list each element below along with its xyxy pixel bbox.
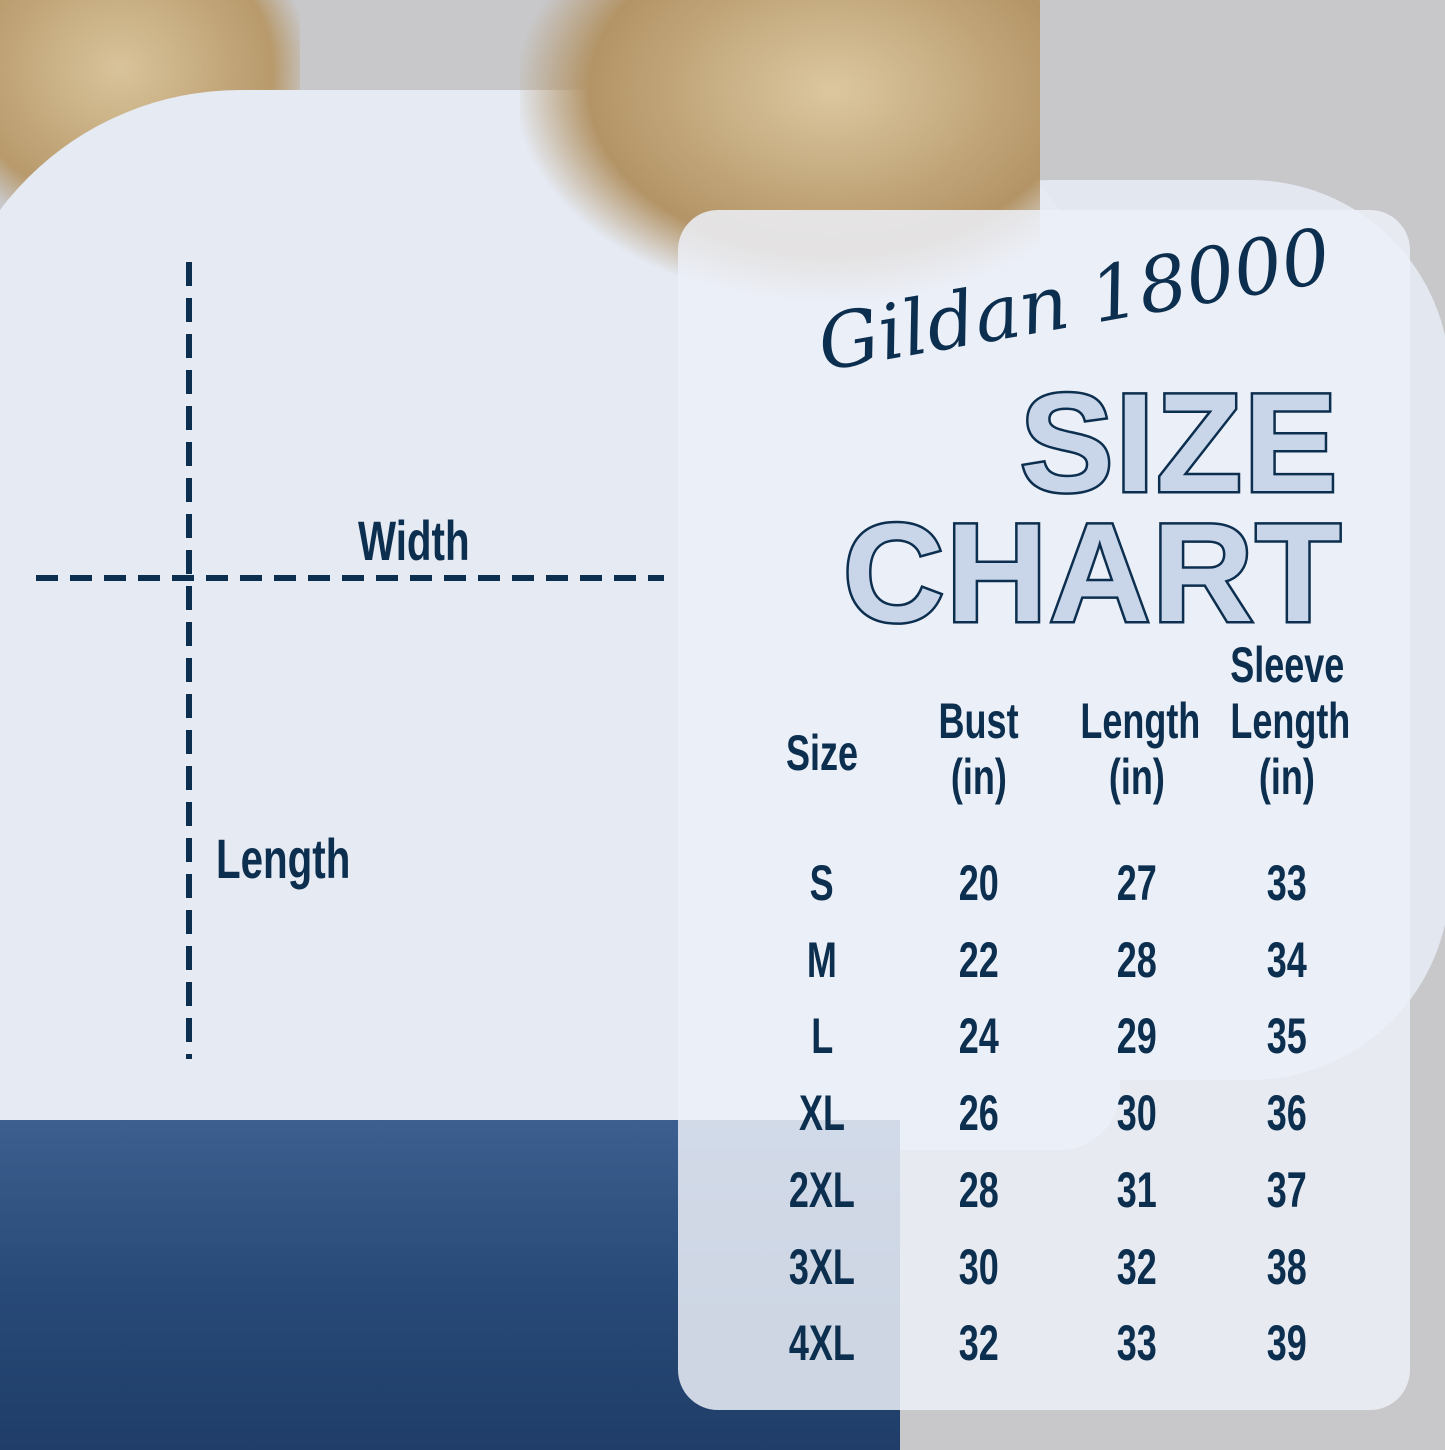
- cell-value: 39: [1266, 1315, 1308, 1372]
- length-dashed-line: [186, 262, 192, 1059]
- table-cell: 2XL: [742, 1165, 902, 1215]
- cell-value: 24: [958, 1008, 1000, 1065]
- table-cell: 20: [899, 858, 1059, 908]
- column-header: Bust: [899, 696, 1059, 746]
- header-text: (in): [1109, 749, 1165, 805]
- cell-value: 37: [1266, 1161, 1308, 1218]
- cell-value: 3XL: [788, 1238, 856, 1295]
- width-label: Width: [358, 509, 470, 572]
- cell-value: 26: [958, 1085, 1000, 1142]
- column-header: (in): [899, 752, 1059, 802]
- cell-value: 33: [1116, 1315, 1158, 1372]
- header-text: (in): [1259, 749, 1315, 805]
- cell-value: 22: [958, 931, 1000, 988]
- table-cell: 33: [1057, 1318, 1217, 1368]
- header-text: Length: [1080, 693, 1201, 749]
- table-cell: 30: [899, 1242, 1059, 1292]
- table-cell: 24: [899, 1011, 1059, 1061]
- column-header: Length: [1057, 696, 1217, 746]
- cell-value: 31: [1116, 1161, 1158, 1218]
- header-text: Size: [785, 725, 859, 781]
- cell-value: 34: [1266, 931, 1308, 988]
- table-cell: 28: [899, 1165, 1059, 1215]
- table-cell: 27: [1057, 858, 1217, 908]
- table-cell: 38: [1207, 1242, 1367, 1292]
- table-cell: 36: [1207, 1088, 1367, 1138]
- table-cell: 31: [1057, 1165, 1217, 1215]
- table-cell: 4XL: [742, 1318, 902, 1368]
- table-cell: 22: [899, 935, 1059, 985]
- width-dashed-line: [36, 575, 664, 581]
- cell-value: 30: [1116, 1085, 1158, 1142]
- table-cell: 28: [1057, 935, 1217, 985]
- header-text: (in): [951, 749, 1007, 805]
- cell-value: 2XL: [788, 1161, 856, 1218]
- table-cell: 26: [899, 1088, 1059, 1138]
- table-cell: 37: [1207, 1165, 1367, 1215]
- column-header: (in): [1207, 752, 1367, 802]
- title-size: SIZE: [1017, 362, 1340, 524]
- cell-value: 38: [1266, 1238, 1308, 1295]
- cell-value: 32: [1116, 1238, 1158, 1295]
- table-cell: M: [742, 935, 902, 985]
- cell-value: 28: [1116, 931, 1158, 988]
- table-cell: XL: [742, 1088, 902, 1138]
- cell-value: 27: [1116, 855, 1158, 911]
- column-header: Length: [1207, 696, 1367, 746]
- header-text: Bust: [938, 693, 1019, 749]
- column-header: Sleeve: [1207, 640, 1367, 690]
- table-cell: 30: [1057, 1088, 1217, 1138]
- cell-value: 28: [958, 1161, 1000, 1218]
- column-header: Size: [742, 728, 902, 778]
- table-cell: 32: [1057, 1242, 1217, 1292]
- size-chart-panel: [678, 210, 1410, 1410]
- table-cell: 3XL: [742, 1242, 902, 1292]
- cell-value: 30: [958, 1238, 1000, 1295]
- cell-value: XL: [798, 1085, 846, 1142]
- cell-value: M: [807, 931, 837, 988]
- cell-value: 29: [1116, 1008, 1158, 1065]
- cell-value: 36: [1266, 1085, 1308, 1142]
- length-label: Length: [216, 827, 351, 890]
- table-cell: 34: [1207, 935, 1367, 985]
- cell-value: 4XL: [788, 1315, 856, 1372]
- cell-value: 35: [1266, 1008, 1308, 1065]
- cell-value: 32: [958, 1315, 1000, 1372]
- cell-value: S: [809, 855, 835, 911]
- cell-value: 33: [1266, 855, 1308, 911]
- table-cell: L: [742, 1011, 902, 1061]
- table-cell: 35: [1207, 1011, 1367, 1061]
- table-cell: 29: [1057, 1011, 1217, 1061]
- title-chart: CHART: [841, 492, 1344, 654]
- cell-value: L: [810, 1008, 833, 1065]
- table-cell: 32: [899, 1318, 1059, 1368]
- header-text: Sleeve: [1229, 637, 1345, 693]
- cell-value: 20: [958, 855, 1000, 911]
- table-cell: 33: [1207, 858, 1367, 908]
- column-header: (in): [1057, 752, 1217, 802]
- header-text: Length: [1230, 693, 1351, 749]
- table-cell: S: [742, 858, 902, 908]
- table-cell: 39: [1207, 1318, 1367, 1368]
